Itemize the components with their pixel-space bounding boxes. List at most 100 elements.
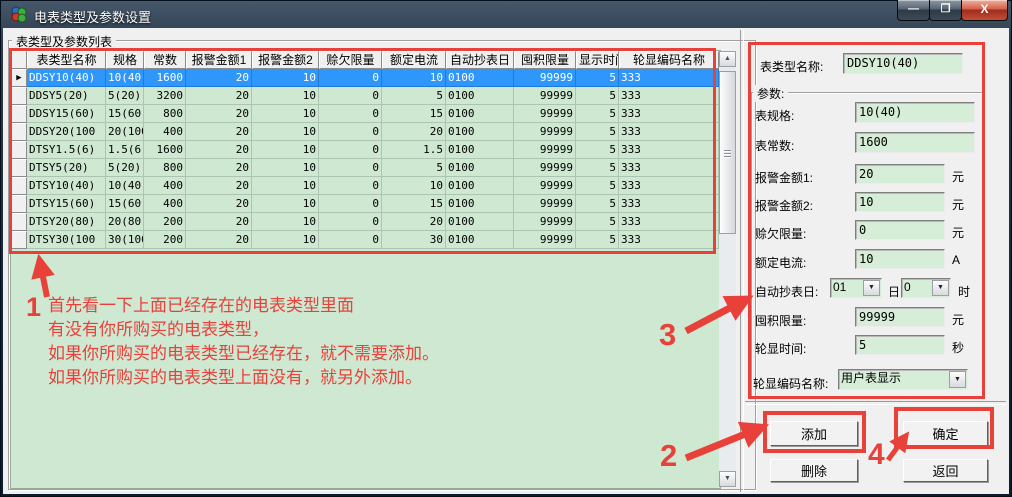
table-cell[interactable]: 5 xyxy=(576,87,619,105)
table-cell[interactable]: 400 xyxy=(144,177,186,195)
table-cell[interactable]: 5 xyxy=(576,177,619,195)
column-header[interactable]: 报警金额2 xyxy=(252,51,319,69)
table-cell[interactable]: DTSY30(100 xyxy=(27,231,106,249)
table-cell[interactable]: 10 xyxy=(252,159,319,177)
table-cell[interactable]: 99999 xyxy=(514,141,576,159)
back-button[interactable]: 返回 xyxy=(903,459,988,482)
table-cell[interactable]: 0100 xyxy=(446,69,514,87)
table-cell[interactable]: 333 xyxy=(619,195,719,213)
table-cell[interactable]: 10 xyxy=(252,195,319,213)
type-name-input[interactable]: DDSY10(40) xyxy=(843,53,963,74)
alarm2-input[interactable]: 10 xyxy=(855,192,945,212)
table-row[interactable]: DTSY15(60) 15(60) 400 20 10 0 15 0100 99999 5 333 xyxy=(11,195,719,213)
table-row[interactable]: DTSY1.5(6) 1.5(6) 1600 20 10 0 1.5 0100 99999 5 33… xyxy=(11,141,719,159)
table-cell[interactable]: 0100 xyxy=(446,105,514,123)
table-cell[interactable]: 5(20) xyxy=(106,87,144,105)
table-cell[interactable]: 10 xyxy=(252,231,319,249)
table-cell[interactable]: 5 xyxy=(576,159,619,177)
table-cell[interactable]: 0100 xyxy=(446,177,514,195)
table-cell[interactable]: 400 xyxy=(144,195,186,213)
table-cell[interactable]: 0100 xyxy=(446,159,514,177)
table-cell[interactable]: 20 xyxy=(186,69,252,87)
table-cell[interactable]: 99999 xyxy=(514,105,576,123)
table-cell[interactable]: DTSY1.5(6) xyxy=(27,141,106,159)
column-header[interactable]: 自动抄表日 xyxy=(446,51,514,69)
table-cell[interactable]: 20 xyxy=(186,159,252,177)
table-cell[interactable]: 5 xyxy=(576,69,619,87)
column-header[interactable]: 囤积限量 xyxy=(514,51,576,69)
column-header[interactable]: 报警金额1 xyxy=(186,51,252,69)
chevron-down-icon[interactable]: ▼ xyxy=(949,371,966,388)
table-cell[interactable]: 10 xyxy=(252,177,319,195)
column-header[interactable]: 规格 xyxy=(106,51,144,69)
table-cell[interactable]: 5 xyxy=(576,231,619,249)
table-cell[interactable]: DTSY15(60) xyxy=(27,195,106,213)
table-cell[interactable]: 20 xyxy=(382,123,446,141)
table-cell[interactable]: 333 xyxy=(619,159,719,177)
table-cell[interactable]: 20 xyxy=(186,177,252,195)
table-cell[interactable]: 5 xyxy=(576,105,619,123)
table-cell[interactable]: 5 xyxy=(576,141,619,159)
table-row[interactable]: DTSY30(100 30(100 200 20 10 0 30 0100 99999 5 333 xyxy=(11,231,719,249)
table-cell[interactable]: 200 xyxy=(144,213,186,231)
table-cell[interactable]: 3200 xyxy=(144,87,186,105)
scrollbar-thumb[interactable] xyxy=(719,71,736,234)
table-cell[interactable]: 0 xyxy=(319,213,382,231)
table-cell[interactable]: DTSY20(80) xyxy=(27,213,106,231)
table-cell[interactable]: 10(40) xyxy=(106,69,144,87)
table-cell[interactable]: 20(80) xyxy=(106,213,144,231)
table-cell[interactable]: 0 xyxy=(319,177,382,195)
table-cell[interactable]: 0 xyxy=(319,231,382,249)
table-cell[interactable]: 0100 xyxy=(446,141,514,159)
table-cell[interactable]: 99999 xyxy=(514,177,576,195)
table-cell[interactable]: 20 xyxy=(186,105,252,123)
table-cell[interactable]: 99999 xyxy=(514,159,576,177)
table-cell[interactable]: 15(60) xyxy=(106,105,144,123)
table-cell[interactable]: 1600 xyxy=(144,69,186,87)
table-cell[interactable]: 5 xyxy=(576,123,619,141)
table-cell[interactable]: 10(40) xyxy=(106,177,144,195)
table-cell[interactable]: 10 xyxy=(252,141,319,159)
spec-input[interactable]: 10(40) xyxy=(855,102,975,123)
table-cell[interactable]: 20 xyxy=(186,213,252,231)
constant-input[interactable]: 1600 xyxy=(855,132,975,153)
table-cell[interactable]: 30 xyxy=(382,231,446,249)
credit-limit-input[interactable]: 0 xyxy=(855,220,945,240)
table-cell[interactable]: 10 xyxy=(252,105,319,123)
maximize-button[interactable]: ❐ xyxy=(929,0,962,21)
table-cell[interactable]: 333 xyxy=(619,87,719,105)
rotate-time-input[interactable]: 5 xyxy=(855,335,945,355)
table-cell[interactable]: 200 xyxy=(144,231,186,249)
minimize-button[interactable]: — xyxy=(897,0,930,21)
table-cell[interactable]: 0 xyxy=(319,87,382,105)
meter-type-table[interactable]: 表类型名称规格常数报警金额1报警金额2赊欠限量额定电流自动抄表日囤积限量显示时间… xyxy=(10,50,721,489)
table-cell[interactable]: 30(100 xyxy=(106,231,144,249)
table-cell[interactable]: DDSY15(60) xyxy=(27,105,106,123)
rated-current-input[interactable]: 10 xyxy=(855,249,945,269)
table-row[interactable]: ▶ DDSY10(40) 10(40) 1600 20 10 0 10 0100 99999 5 33… xyxy=(11,69,719,87)
column-header[interactable]: 轮显编码名称 xyxy=(619,51,719,69)
table-cell[interactable]: 5(20) xyxy=(106,159,144,177)
table-cell[interactable]: 10 xyxy=(252,69,319,87)
table-cell[interactable]: 10 xyxy=(252,87,319,105)
column-header[interactable]: 额定电流 xyxy=(382,51,446,69)
add-button[interactable]: 添加 xyxy=(770,421,858,446)
table-cell[interactable]: 10 xyxy=(252,213,319,231)
rotate-code-select[interactable]: 用户表显示 ▼ xyxy=(838,369,968,390)
close-button[interactable]: X xyxy=(961,0,1008,21)
table-cell[interactable]: 333 xyxy=(619,141,719,159)
table-cell[interactable]: 99999 xyxy=(514,213,576,231)
table-cell[interactable]: 99999 xyxy=(514,123,576,141)
table-cell[interactable]: 5 xyxy=(382,87,446,105)
table-cell[interactable]: DTSY10(40) xyxy=(27,177,106,195)
table-cell[interactable]: 333 xyxy=(619,105,719,123)
hoard-limit-input[interactable]: 99999 xyxy=(855,307,945,327)
table-cell[interactable]: 10 xyxy=(382,177,446,195)
table-cell[interactable]: DDSY20(100 xyxy=(27,123,106,141)
table-cell[interactable]: 99999 xyxy=(514,231,576,249)
table-cell[interactable]: 0100 xyxy=(446,213,514,231)
column-header[interactable]: 赊欠限量 xyxy=(319,51,382,69)
table-cell[interactable]: 5 xyxy=(576,195,619,213)
table-cell[interactable]: 20 xyxy=(186,123,252,141)
table-cell[interactable]: 0100 xyxy=(446,231,514,249)
